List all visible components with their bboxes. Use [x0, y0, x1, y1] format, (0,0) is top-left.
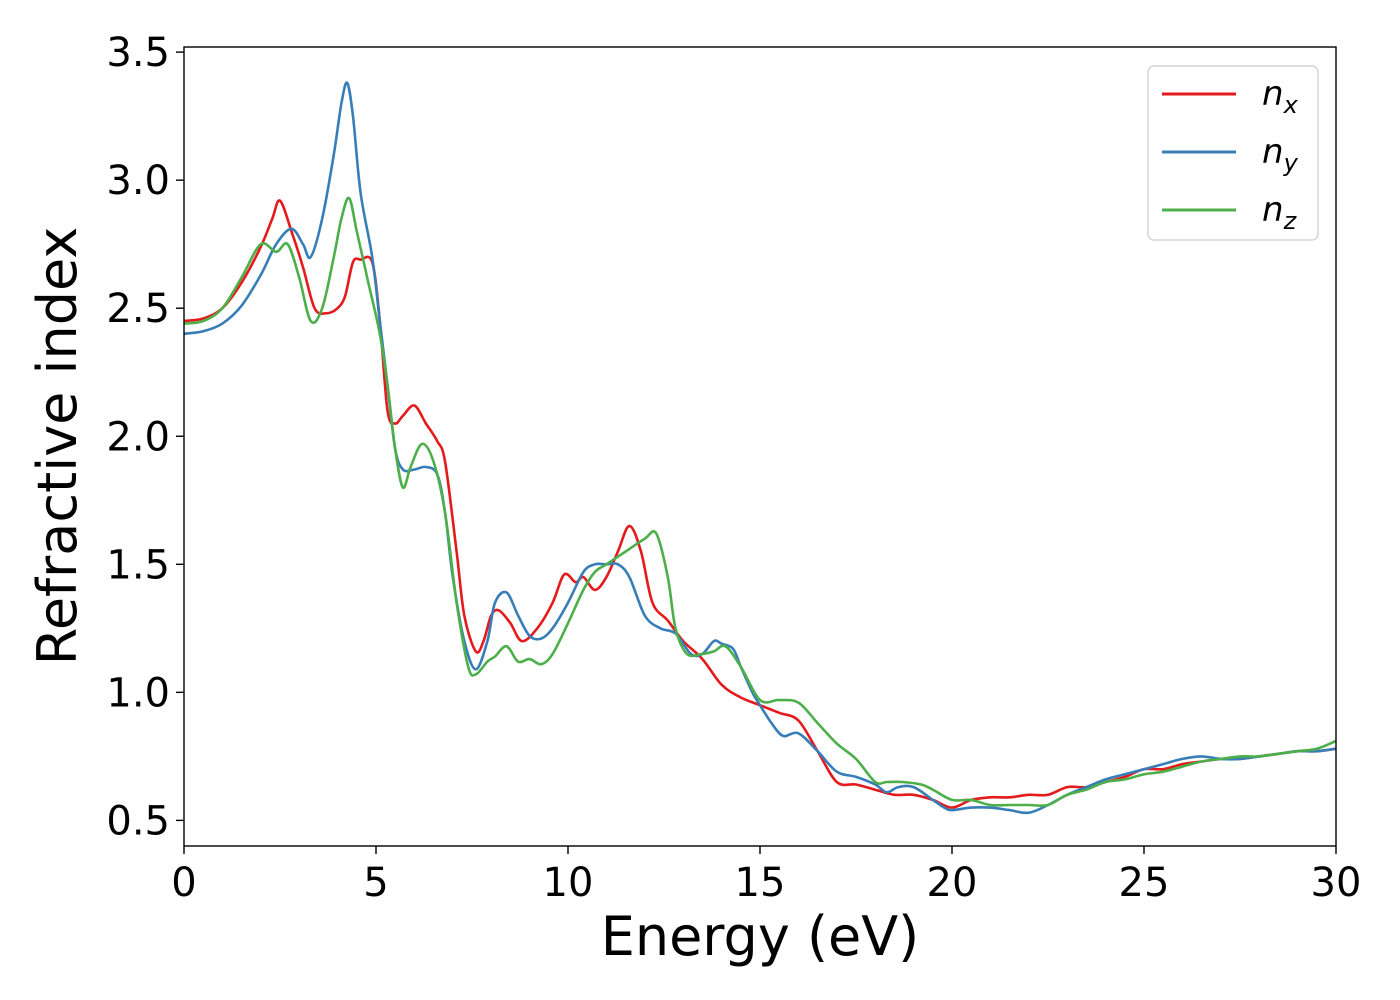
y-tick-label: 1.5 [106, 542, 170, 588]
x-tick-label: 5 [363, 860, 388, 906]
y-tick-label: 2.5 [106, 286, 170, 332]
y-tick-label: 2.0 [106, 414, 170, 460]
series-line-nz [184, 196, 1336, 808]
x-axis-label: Energy (eV) [601, 905, 920, 968]
legend-label-nz: nz [1262, 190, 1298, 235]
y-axis-label: Refractive index [26, 227, 89, 666]
y-tick-label: 3.0 [106, 158, 170, 204]
x-tick-label: 10 [543, 860, 594, 906]
y-tick-label: 1.0 [106, 670, 170, 716]
legend: nx ny nz [1147, 65, 1319, 241]
x-axis: 0 5 10 15 20 25 30 [171, 846, 1361, 906]
plot-background [184, 47, 1336, 846]
legend-label-nx: nx [1262, 74, 1299, 119]
y-tick-label: 0.5 [106, 798, 170, 844]
legend-label-ny: ny [1262, 132, 1299, 177]
x-tick-label: 15 [735, 860, 786, 906]
x-tick-label: 25 [1119, 860, 1170, 906]
y-tick-label: 3.5 [106, 30, 170, 76]
series-layer [184, 81, 1336, 815]
x-tick-label: 20 [927, 860, 978, 906]
y-axis: 0.5 1.0 1.5 2.0 2.5 3.0 3.5 [106, 30, 184, 844]
x-tick-label: 0 [171, 860, 196, 906]
x-tick-label: 30 [1311, 860, 1362, 906]
